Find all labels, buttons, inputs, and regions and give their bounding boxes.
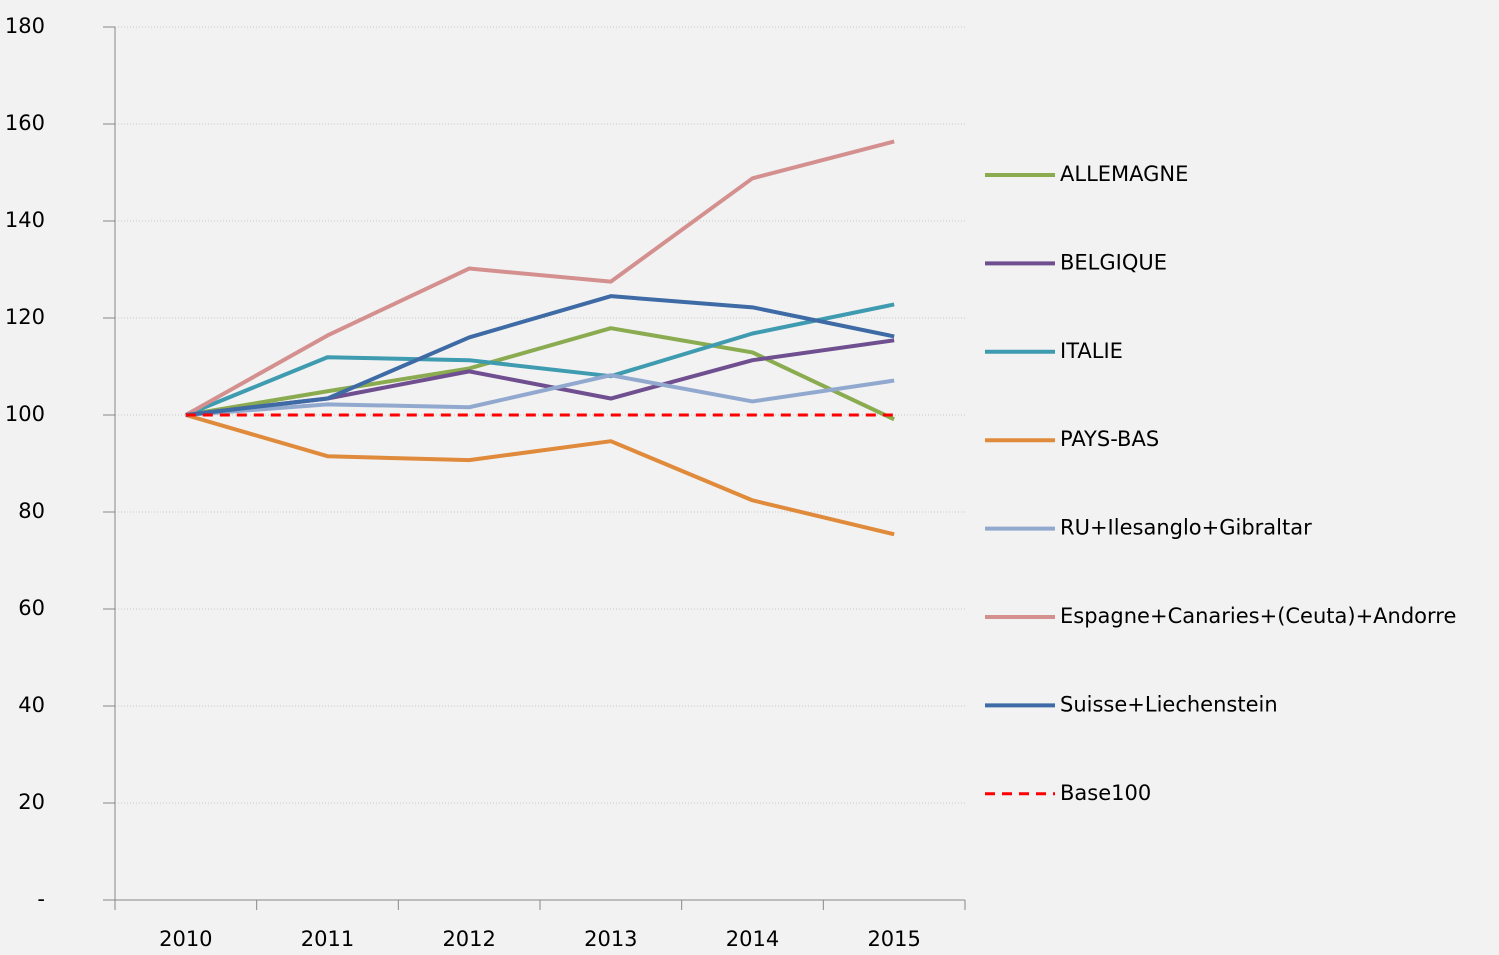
y-tick-label: 20 bbox=[18, 790, 45, 814]
series-line bbox=[185, 373, 895, 417]
y-tick-label: 80 bbox=[18, 499, 45, 523]
series-line bbox=[185, 326, 896, 422]
legend-label: Espagne+Canaries+(Ceuta)+Andorre bbox=[1060, 604, 1456, 628]
x-tick-label: 2010 bbox=[159, 927, 212, 951]
y-tick-label: 180 bbox=[5, 14, 45, 38]
y-tick-label: 120 bbox=[5, 305, 45, 329]
y-tick-label: 160 bbox=[5, 111, 45, 135]
x-tick-label: 2011 bbox=[301, 927, 354, 951]
series-line bbox=[184, 139, 895, 417]
legend-label: ITALIE bbox=[1060, 339, 1123, 363]
y-tick-label: 40 bbox=[18, 693, 45, 717]
legend-label: ALLEMAGNE bbox=[1060, 162, 1188, 186]
y-tick-label: 100 bbox=[5, 402, 45, 426]
y-tick-label: - bbox=[37, 887, 45, 911]
legend-label: PAYS-BAS bbox=[1060, 427, 1159, 451]
series-line bbox=[185, 413, 895, 537]
legend-label: RU+Ilesanglo+Gibraltar bbox=[1060, 516, 1312, 540]
legend-label: BELGIQUE bbox=[1060, 250, 1167, 274]
series-line bbox=[185, 294, 895, 417]
y-tick-label: 60 bbox=[18, 596, 45, 620]
series-line bbox=[185, 302, 895, 417]
legend-label: Base100 bbox=[1060, 781, 1151, 805]
legend-label: Suisse+Liechenstein bbox=[1060, 692, 1278, 716]
x-tick-label: 2013 bbox=[584, 927, 637, 951]
y-tick-label: 140 bbox=[5, 208, 45, 232]
x-tick-label: 2014 bbox=[726, 927, 779, 951]
x-tick-label: 2015 bbox=[867, 927, 920, 951]
x-tick-label: 2012 bbox=[442, 927, 495, 951]
